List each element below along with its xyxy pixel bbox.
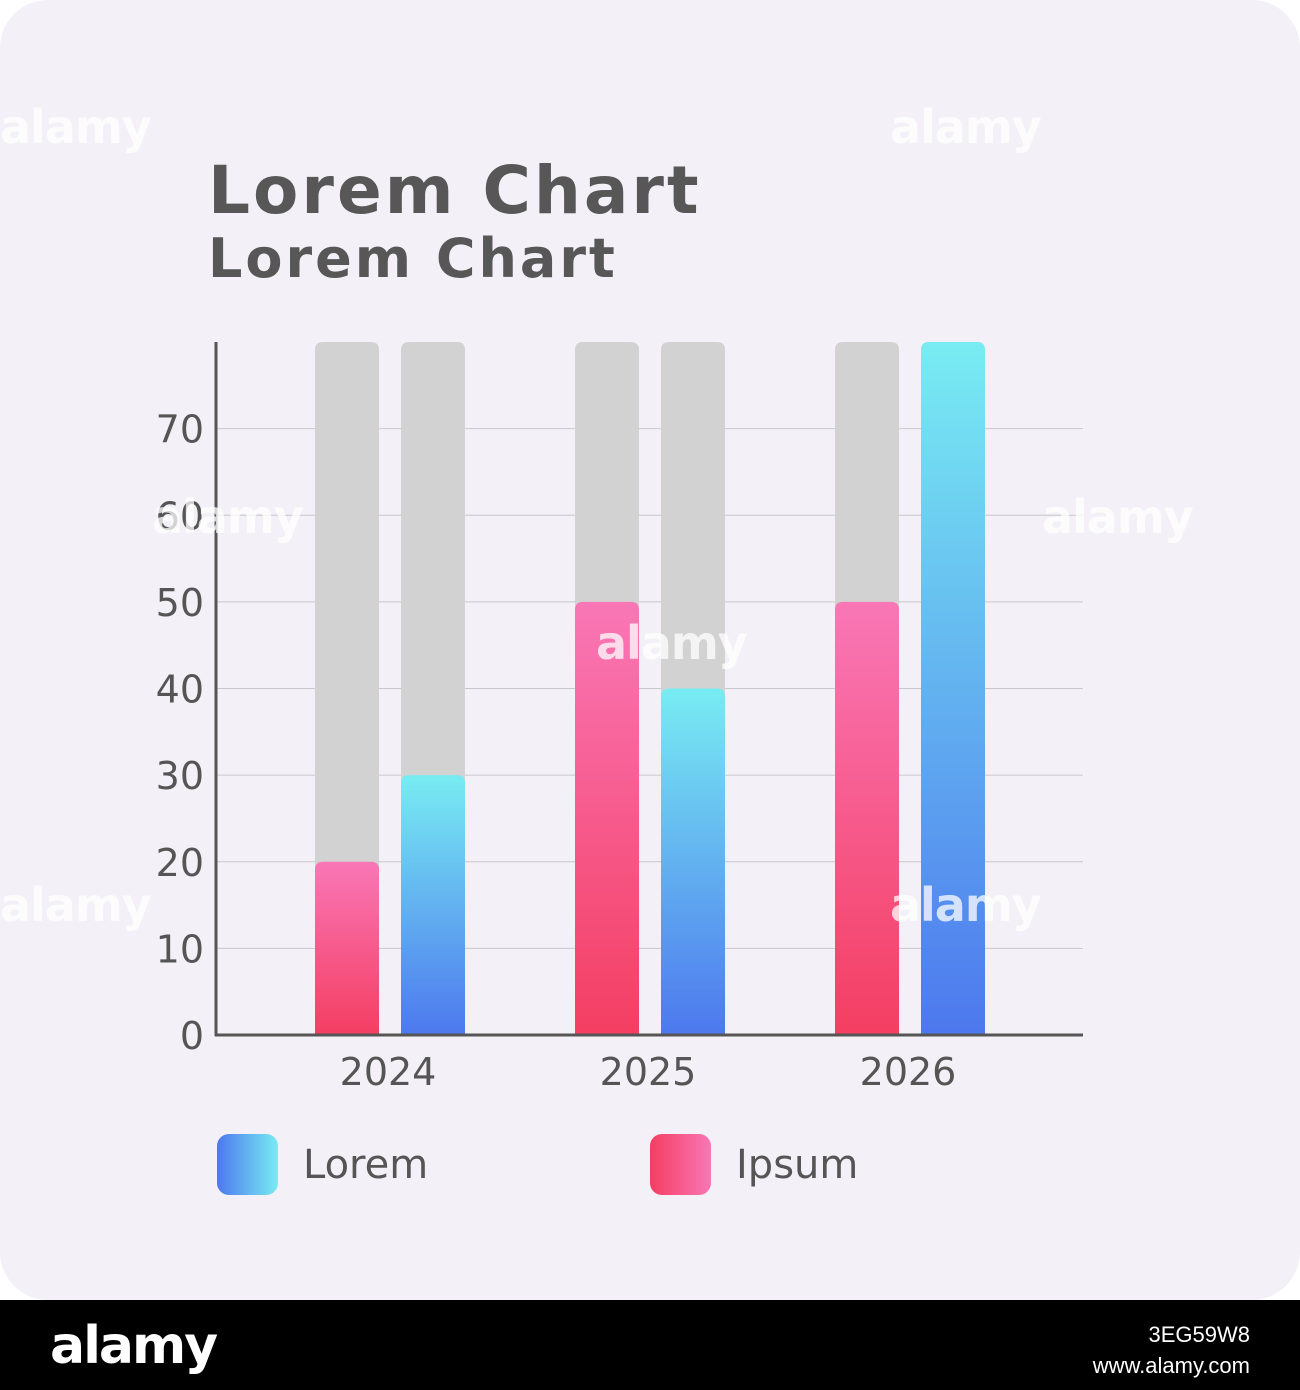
- data-bars: [315, 342, 985, 1035]
- image-id: 3EG59W8: [1148, 1322, 1251, 1347]
- axes: [214, 342, 1083, 1037]
- alamy-logo: alamy: [50, 1316, 218, 1376]
- bar-lorem-2024: [401, 775, 465, 1035]
- bar-lorem-2025: [661, 688, 725, 1035]
- watermark: alamy: [0, 878, 152, 932]
- y-tick-label: 60: [156, 494, 204, 538]
- chart-card: Lorem Chart Lorem Chart 0 10 20 30 40 50 60 70 …: [0, 0, 1300, 1300]
- y-tick-label: 20: [156, 841, 204, 885]
- watermark: alamy: [152, 490, 304, 544]
- x-tick-labels: 2024 2025 2026: [340, 1050, 957, 1094]
- legend: Lorem Ipsum: [217, 1134, 858, 1195]
- bar-ipsum-2025: [575, 601, 639, 1035]
- watermark: alamy: [1042, 490, 1194, 544]
- watermark: alamy: [596, 616, 748, 670]
- y-tick-labels: 0 10 20 30 40 50 60 70: [156, 408, 204, 1058]
- bar-ipsum-2024: [315, 861, 379, 1035]
- footer-bar: alamy 3EG59W8 www.alamy.com: [0, 1300, 1300, 1390]
- y-tick-label: 10: [156, 927, 204, 971]
- legend-label-ipsum: Ipsum: [736, 1142, 858, 1188]
- x-tick-label: 2025: [600, 1050, 697, 1094]
- bar-chart: 0 10 20 30 40 50 60 70 2024 2025 2026 Lorem Ipsum: [156, 342, 1083, 1195]
- watermark: alamy: [890, 878, 1042, 932]
- watermark: alamy: [0, 100, 152, 154]
- y-tick-label: 50: [156, 581, 204, 625]
- bar-ipsum-2026: [835, 601, 899, 1035]
- x-tick-label: 2024: [340, 1050, 437, 1094]
- legend-swatch-ipsum: [650, 1134, 711, 1195]
- y-tick-label: 40: [156, 668, 204, 712]
- legend-swatch-lorem: [217, 1134, 278, 1195]
- y-tick-label: 0: [180, 1014, 204, 1058]
- y-tick-label: 30: [156, 754, 204, 798]
- x-tick-label: 2026: [860, 1050, 957, 1094]
- chart-title: Lorem Chart: [208, 152, 702, 229]
- y-tick-label: 70: [156, 408, 204, 452]
- site-url: www.alamy.com: [1092, 1352, 1250, 1378]
- bar-lorem-2026: [921, 342, 985, 1035]
- chart-subtitle: Lorem Chart: [208, 227, 618, 290]
- legend-label-lorem: Lorem: [303, 1142, 428, 1188]
- watermark: alamy: [890, 100, 1042, 154]
